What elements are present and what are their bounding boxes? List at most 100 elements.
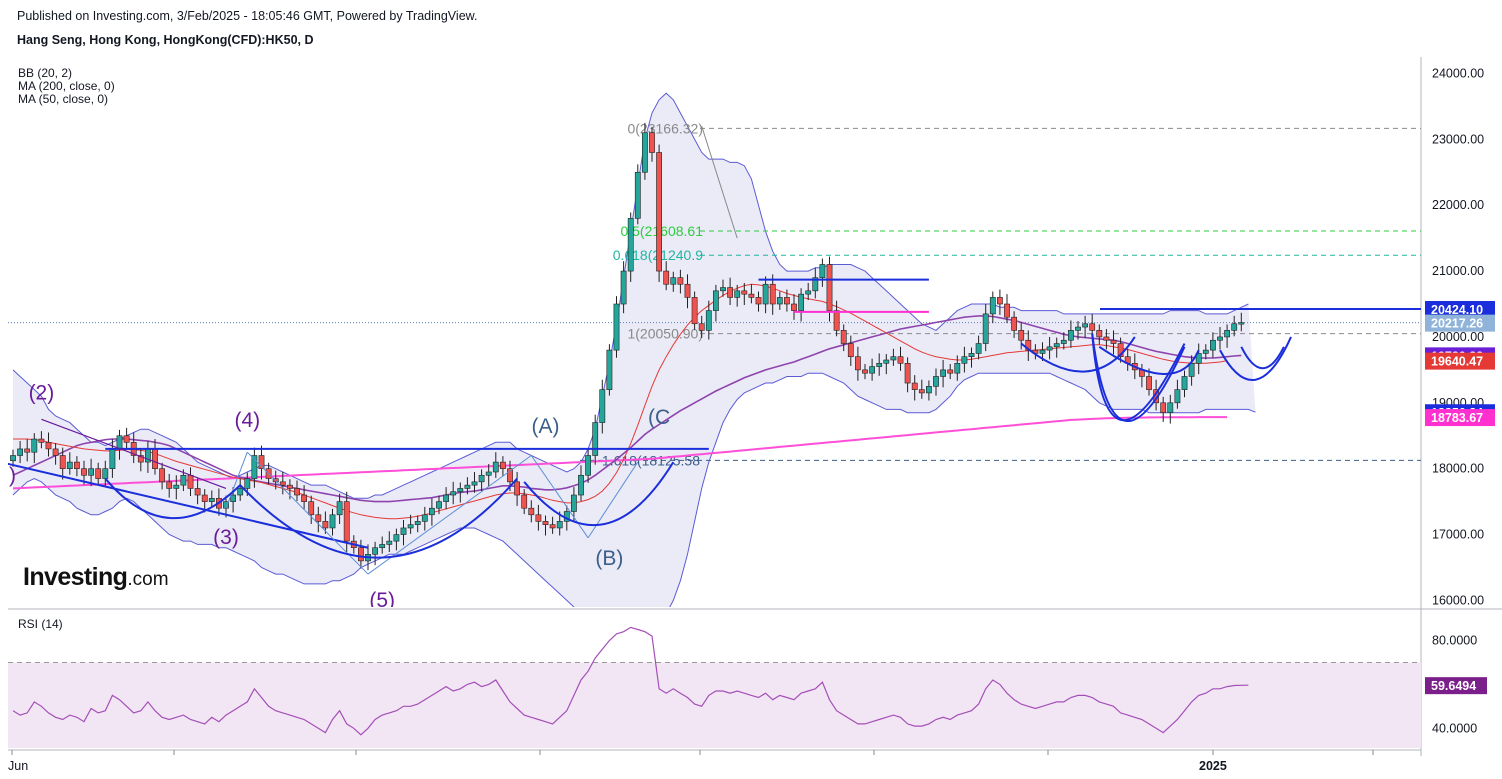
candle [1075,321,1081,340]
candle-body [535,514,542,522]
candle [95,462,102,485]
candle [386,531,393,552]
candle [649,126,655,162]
indicator-ma200-label[interactable]: MA (200, close, 0) [18,79,115,93]
price-tick-label: 23000.00 [1432,132,1484,146]
candle-body [407,524,414,529]
candle-body [173,484,180,489]
candle-body [1110,339,1117,344]
candle [308,495,315,525]
candle-body [436,501,442,509]
candle-body [677,277,684,285]
fib-anchor-line [701,126,738,239]
candle-body [634,171,641,219]
price-badge-label: 20424.10 [1431,303,1483,317]
candle [975,335,982,360]
candle [478,469,485,492]
candle [549,516,556,534]
rsi-badge-bg [1425,677,1487,695]
candle [279,471,286,495]
candle-body [599,389,606,423]
candle-body [521,494,528,509]
wave-label: (4) [234,409,260,432]
candle-body [840,330,847,344]
wave-label: (A) [532,415,560,438]
candle-body [549,524,556,529]
candle [166,473,173,498]
symbol-title: Hang Seng, Hong Kong, HongKong(CFD):HK50… [17,33,314,47]
candle [762,276,769,314]
rsi-band-fill [8,662,1421,748]
candle-body [1160,402,1167,413]
candle-body [663,270,670,285]
price-tick-label: 16000.00 [1432,593,1484,607]
candle-body [925,386,932,394]
indicator-bb-label[interactable]: BB (20, 2) [18,66,73,80]
candle [741,282,748,305]
candle [301,485,307,510]
candle [933,368,939,396]
candle [684,274,691,309]
candle-body [741,290,748,295]
candle [336,493,343,525]
price-badge: 19640.47 [1425,352,1495,370]
candle [471,471,478,493]
candle-body [315,514,322,522]
logo-suffix: .com [127,569,169,590]
candle-body [720,287,726,292]
candle-body [88,468,94,476]
candle-body [627,218,634,272]
candle [904,357,911,393]
candle [634,164,641,225]
candle-body [862,369,868,374]
candle-body [570,494,577,512]
candle-body [1174,389,1181,404]
candle [940,359,946,388]
candle [1096,324,1103,345]
candle [705,300,712,340]
candle [783,289,790,312]
candle-body [833,310,840,331]
candle [159,462,165,490]
candle-body [414,521,421,525]
price-badge-bg [1425,301,1495,319]
candle-body [492,461,499,473]
candle-body [1018,330,1025,341]
candle [840,324,847,352]
candle-body [443,494,449,502]
candle [620,261,627,314]
candle-body [485,471,492,476]
candle-body [1217,336,1223,341]
price-badge-label: 18783.67 [1431,411,1483,425]
candle-body [883,359,890,364]
indicator-rsi-label[interactable]: RSI (14) [18,617,63,631]
wave-label: ) [9,464,16,487]
candle-body [698,323,705,331]
candle [883,354,890,375]
candle [88,458,94,487]
candle [485,464,492,487]
candle-body [592,422,599,456]
wave-label: (5) [369,589,395,612]
fib-level-label: 0(23166.32) [627,120,703,136]
candle [52,442,59,465]
candle-body [194,488,201,496]
candle [805,282,812,301]
candle [81,460,87,485]
candle-body [329,514,336,529]
candle-body [776,297,783,305]
candle [421,506,428,531]
candle [1004,294,1010,324]
candle-body [897,356,904,364]
bollinger-fill [13,93,1256,607]
candle-body [585,455,591,476]
candle [798,288,804,322]
indicator-ma50-label[interactable]: MA (50, close, 0) [18,92,109,106]
candle-body [251,455,258,479]
candle-body [762,283,769,305]
candle-body [464,484,471,489]
candle-body [1004,303,1010,318]
candle-body [24,448,31,453]
candle-body [783,297,790,305]
